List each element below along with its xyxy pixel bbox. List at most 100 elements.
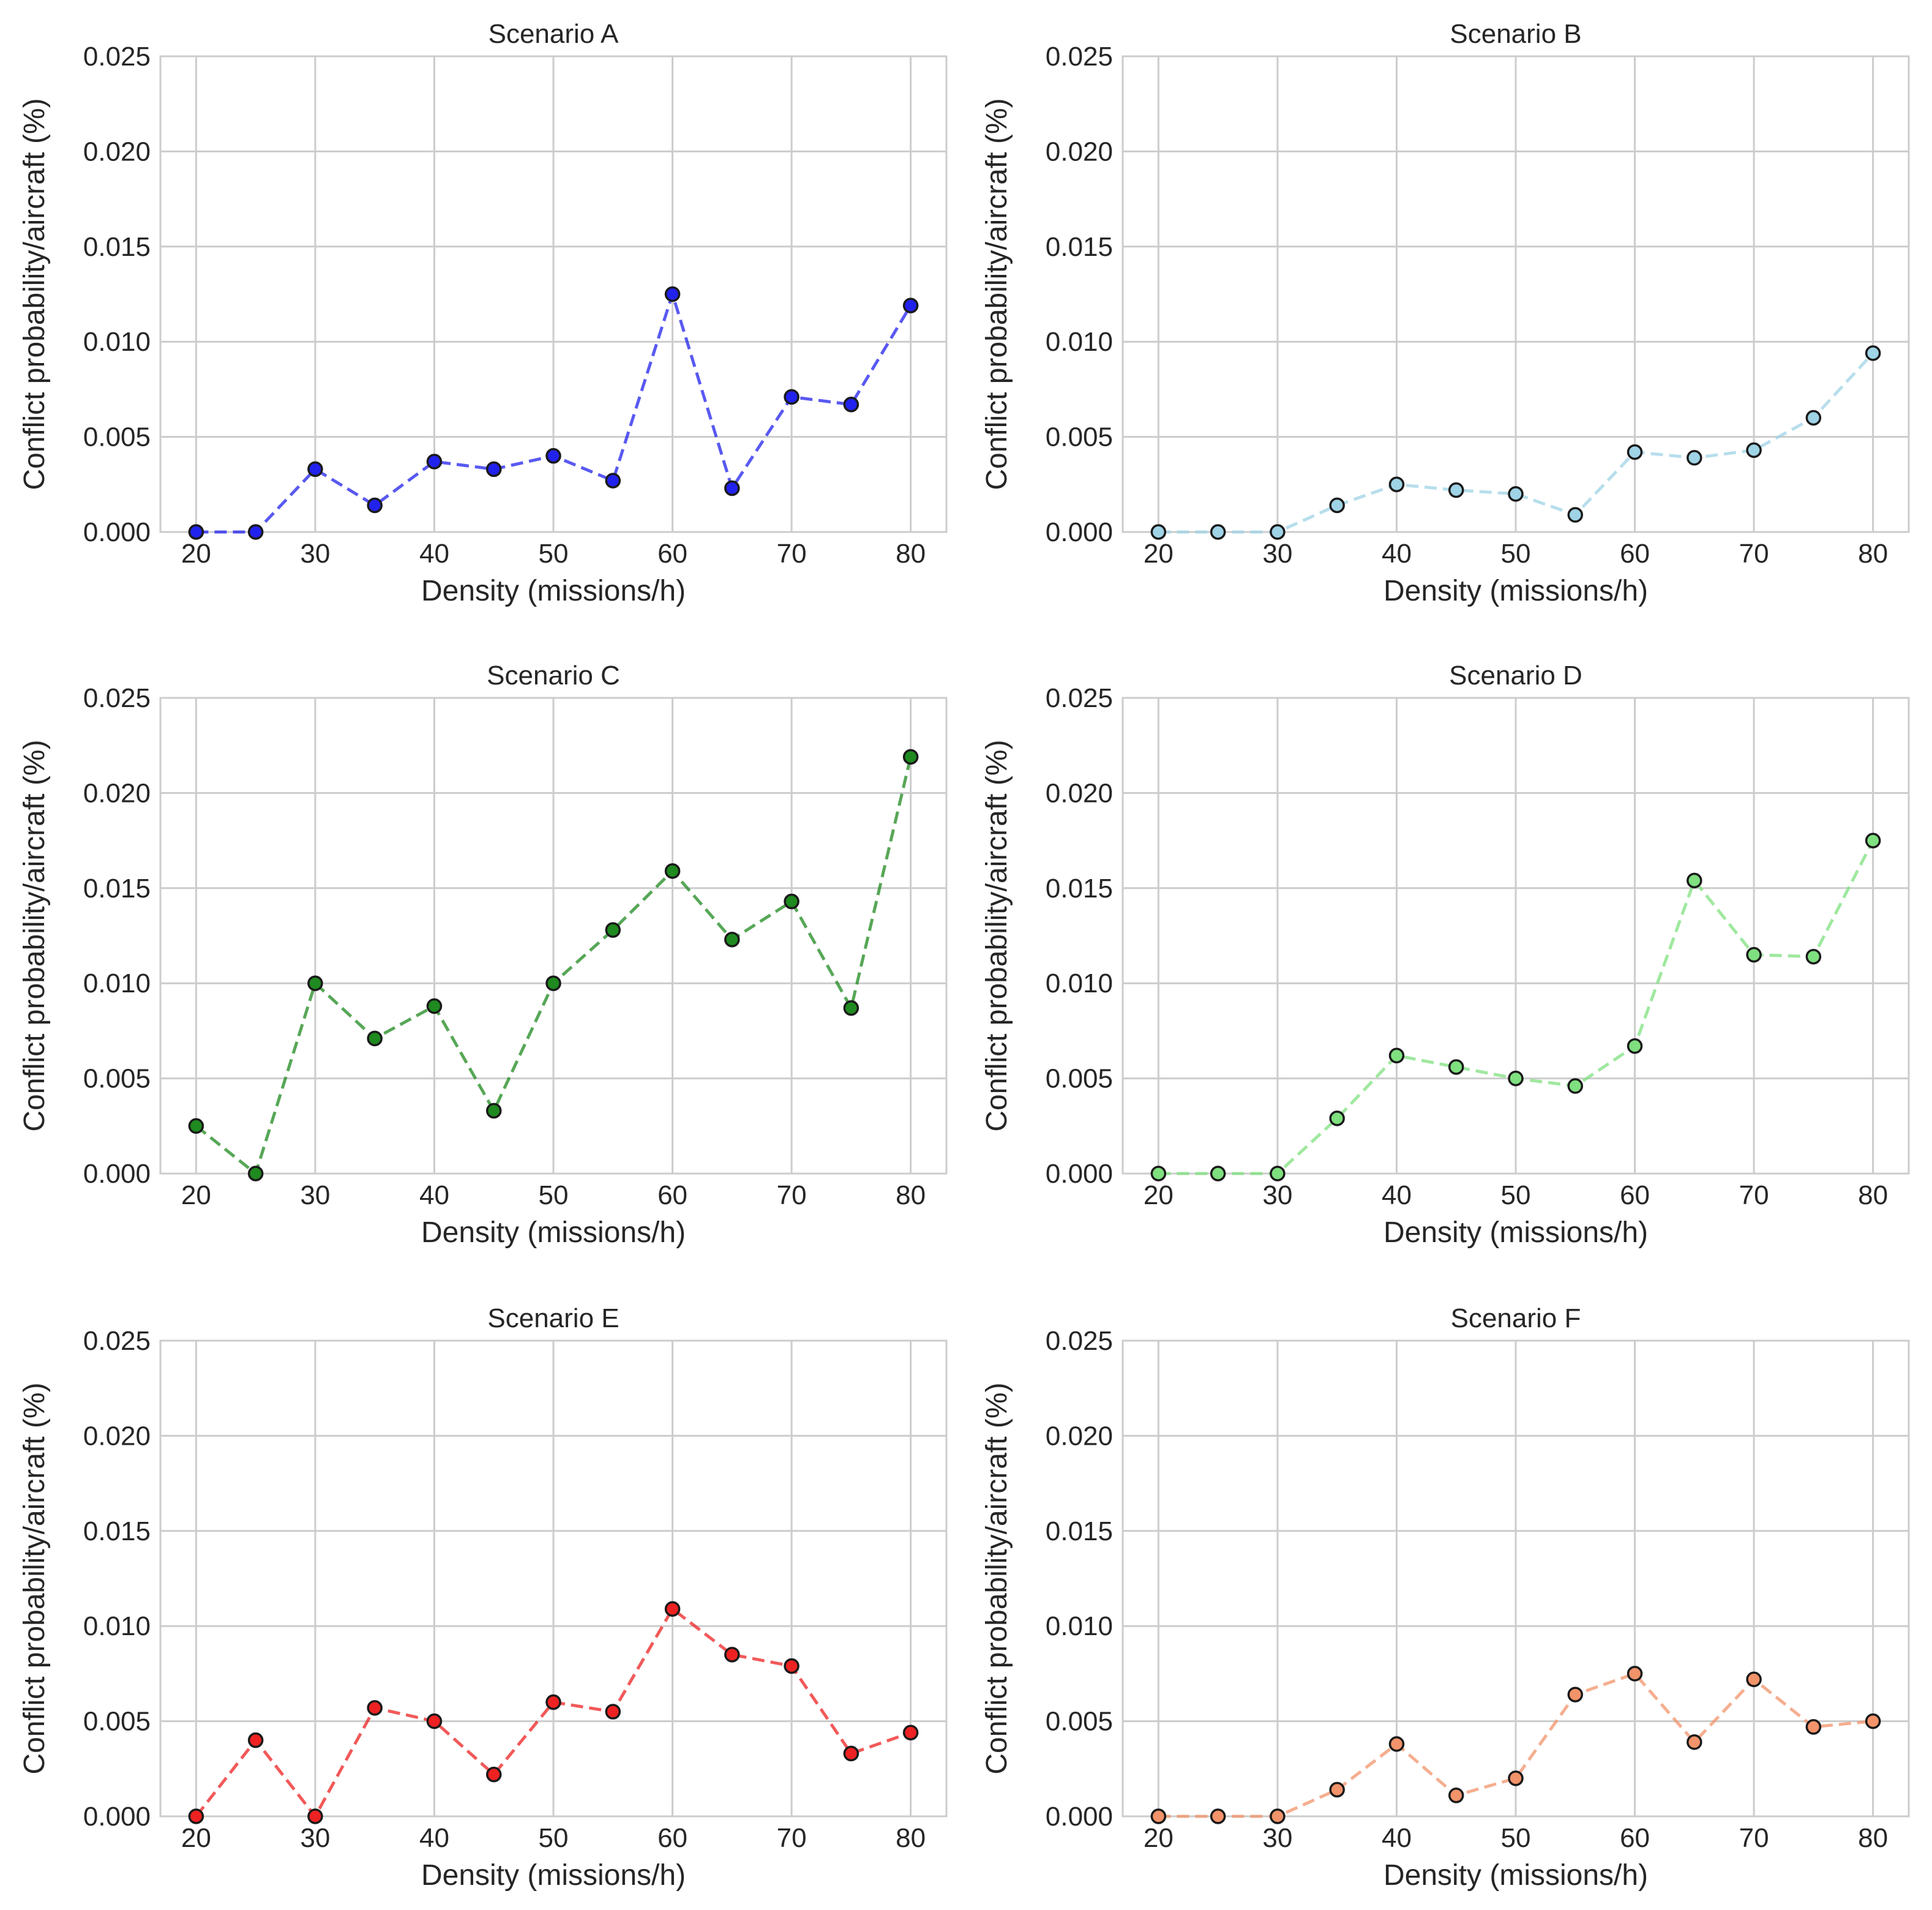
y-tick-label: 0.010 bbox=[1046, 968, 1113, 998]
data-point bbox=[1508, 1070, 1524, 1087]
y-tick-label: 0.000 bbox=[83, 1802, 151, 1832]
data-point bbox=[1746, 946, 1762, 963]
data-point bbox=[1627, 1038, 1643, 1054]
x-tick-label: 20 bbox=[181, 1180, 211, 1210]
x-tick-label: 50 bbox=[539, 1180, 569, 1210]
panel-title: Scenario F bbox=[1451, 1303, 1581, 1333]
data-point bbox=[1567, 1078, 1584, 1094]
data-point bbox=[1805, 410, 1822, 426]
x-tick-label: 60 bbox=[1620, 1180, 1650, 1210]
data-point bbox=[1270, 1166, 1286, 1182]
data-point bbox=[902, 1725, 919, 1740]
y-tick-label: 0.015 bbox=[83, 232, 151, 262]
panel-scenario-a: 0.000 0.005 0.010 0.015 0.020 0.025 20 30 40 50 60… bbox=[18, 19, 948, 607]
x-tick-label: 40 bbox=[1382, 539, 1412, 569]
x-axis-label: Density (missions/h) bbox=[421, 1216, 686, 1249]
data-point bbox=[367, 1700, 383, 1716]
y-tick-label: 0.005 bbox=[83, 1064, 151, 1094]
panel-title: Scenario C bbox=[487, 661, 620, 691]
data-point bbox=[1270, 1808, 1286, 1824]
data-point bbox=[1388, 476, 1405, 493]
x-tick-label: 50 bbox=[539, 539, 569, 569]
x-tick-label: 40 bbox=[419, 539, 449, 569]
data-point bbox=[188, 524, 204, 540]
x-tick-label: 40 bbox=[419, 1823, 449, 1853]
x-tick-label: 20 bbox=[181, 1823, 211, 1853]
y-tick-label: 0.005 bbox=[1046, 422, 1113, 452]
data-point bbox=[188, 1808, 204, 1824]
x-tick-label: 70 bbox=[777, 539, 807, 569]
data-point bbox=[1865, 345, 1881, 361]
data-point bbox=[188, 1118, 204, 1134]
data-point bbox=[1448, 482, 1464, 498]
data-point bbox=[1150, 1166, 1167, 1182]
data-point bbox=[1270, 524, 1286, 540]
x-tick-label: 50 bbox=[1501, 1180, 1531, 1210]
y-tick-label: 0.015 bbox=[83, 1516, 151, 1546]
x-tick-label: 60 bbox=[1620, 1823, 1650, 1853]
x-tick-label: 30 bbox=[1262, 1823, 1292, 1853]
y-tick-label: 0.010 bbox=[1046, 1611, 1113, 1641]
data-point bbox=[485, 461, 502, 478]
y-tick-label: 0.025 bbox=[83, 683, 151, 713]
data-point bbox=[1627, 444, 1643, 460]
y-tick-label: 0.015 bbox=[1046, 874, 1113, 904]
data-point bbox=[664, 863, 681, 879]
y-tick-label: 0.010 bbox=[83, 968, 151, 998]
data-point bbox=[1508, 1770, 1524, 1786]
data-point bbox=[426, 454, 443, 470]
data-point bbox=[724, 931, 740, 948]
x-tick-label: 80 bbox=[896, 1823, 926, 1853]
data-point bbox=[784, 1658, 799, 1674]
data-point bbox=[1567, 507, 1584, 523]
x-tick-label: 50 bbox=[539, 1823, 569, 1853]
x-tick-label: 30 bbox=[300, 1823, 330, 1853]
data-point bbox=[1448, 1788, 1464, 1803]
y-axis-label: Conflict probability/aircraft (%) bbox=[18, 740, 51, 1131]
plot-frame bbox=[159, 55, 948, 533]
y-axis-label: Conflict probability/aircraft (%) bbox=[981, 98, 1013, 490]
data-point bbox=[1865, 1713, 1881, 1729]
y-tick-label: 0.000 bbox=[83, 517, 151, 547]
data-point bbox=[1150, 524, 1167, 540]
y-tick-label: 0.000 bbox=[1046, 1802, 1113, 1832]
x-tick-label: 20 bbox=[181, 539, 211, 569]
panel-title: Scenario A bbox=[489, 19, 619, 49]
x-tick-label: 80 bbox=[1858, 1823, 1888, 1853]
data-point bbox=[1210, 1808, 1226, 1824]
x-tick-label: 70 bbox=[1739, 1823, 1769, 1853]
data-point bbox=[545, 448, 561, 464]
panel-scenario-b: 0.000 0.005 0.010 0.015 0.020 0.025 20 30 40 50 60… bbox=[981, 19, 1910, 607]
data-point bbox=[1388, 1736, 1405, 1752]
y-tick-label: 0.015 bbox=[1046, 232, 1113, 262]
x-tick-label: 50 bbox=[1501, 1823, 1531, 1853]
data-point bbox=[307, 1808, 323, 1824]
data-point bbox=[784, 893, 799, 910]
x-tick-label: 20 bbox=[1144, 539, 1174, 569]
data-point bbox=[1687, 1734, 1702, 1750]
data-point bbox=[1388, 1047, 1405, 1064]
y-tick-label: 0.020 bbox=[83, 1421, 151, 1451]
x-axis-label: Density (missions/h) bbox=[1383, 1859, 1648, 1892]
y-tick-label: 0.025 bbox=[1046, 42, 1113, 72]
data-point bbox=[1329, 1781, 1345, 1798]
x-tick-label: 70 bbox=[1739, 539, 1769, 569]
x-tick-label: 40 bbox=[419, 1180, 449, 1210]
x-axis-label: Density (missions/h) bbox=[421, 575, 686, 607]
data-point bbox=[307, 975, 323, 991]
y-tick-label: 0.015 bbox=[83, 874, 151, 904]
panel-scenario-e: 0.000 0.005 0.010 0.015 0.020 0.025 20 30 40 50 60… bbox=[18, 1303, 948, 1892]
data-point bbox=[902, 298, 919, 313]
data-point bbox=[247, 1732, 264, 1748]
data-point bbox=[545, 975, 561, 991]
y-tick-label: 0.005 bbox=[1046, 1707, 1113, 1737]
y-tick-label: 0.005 bbox=[83, 422, 151, 452]
y-tick-label: 0.025 bbox=[83, 1326, 151, 1356]
data-point bbox=[485, 1103, 502, 1119]
x-tick-label: 60 bbox=[657, 1823, 687, 1853]
data-point bbox=[605, 1704, 621, 1720]
panel-scenario-d: 0.000 0.005 0.010 0.015 0.020 0.025 20 30 40 50 60… bbox=[981, 661, 1910, 1249]
panel-title: Scenario D bbox=[1449, 661, 1582, 691]
data-point bbox=[1627, 1666, 1643, 1682]
y-tick-label: 0.010 bbox=[83, 327, 151, 357]
